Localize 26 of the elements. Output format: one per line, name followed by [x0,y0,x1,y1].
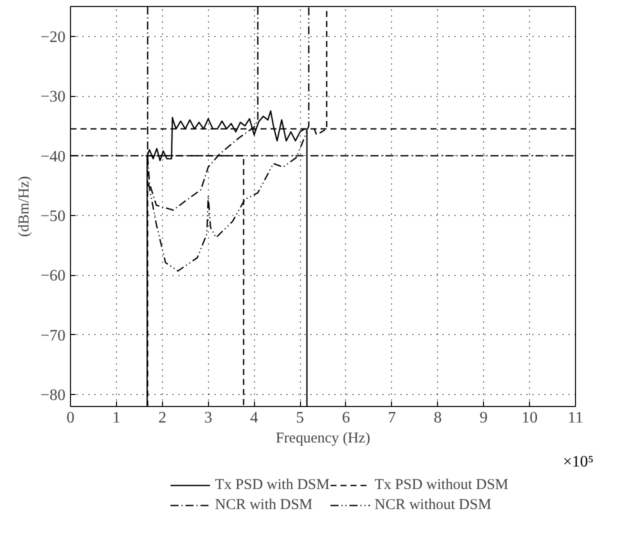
x-tick-label: 5 [296,410,304,426]
legend-label: NCR with DSM [215,496,313,514]
x-tick-label: 0 [66,410,74,426]
x-tick-label: 10 [522,410,538,426]
x-tick-label: 11 [568,410,584,426]
y-axis-title: (dBm/Hz) [16,176,32,237]
y-tick-label: −30 [40,88,66,106]
x-axis-title: Frequency (Hz) [276,430,370,446]
x-tick-label: 4 [250,410,258,426]
x-tick-label: 7 [388,410,396,426]
x-tick-label: 9 [480,410,488,426]
legend-label: NCR without DSM [374,496,492,514]
x-tick-label: 3 [204,410,212,426]
x-tick-label: 8 [434,410,442,426]
y-tick-label: −50 [40,208,66,225]
legend-label: Tx PSD without DSM [374,476,508,494]
y-tick-label: −20 [40,28,66,46]
y-tick-label: −60 [40,268,66,285]
x-tick-label: 1 [112,410,120,426]
x-tick-label: 6 [342,410,350,426]
text: ×10⁵ [563,454,594,470]
x-tick-label: 2 [158,410,166,426]
y-tick-label: −40 [40,148,66,166]
y-tick-label: −70 [40,327,66,344]
y-tick-label: −80 [40,387,66,404]
legend-label: Tx PSD with DSM [215,476,330,494]
